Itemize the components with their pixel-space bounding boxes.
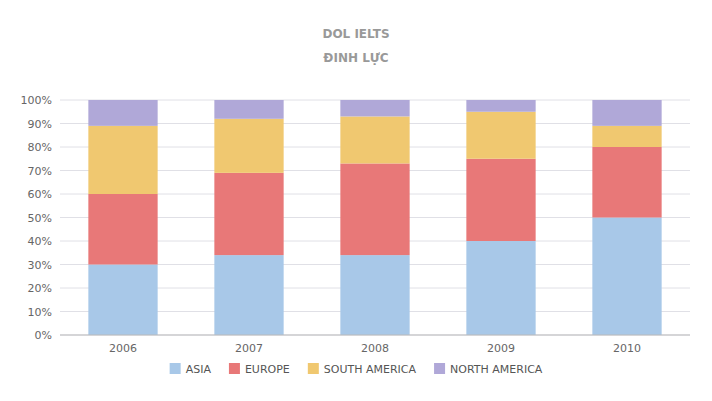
bar-segment	[88, 194, 157, 265]
bar-segment	[592, 218, 661, 336]
bar-segment	[340, 255, 409, 335]
bar-segment	[466, 159, 535, 241]
legend-label: SOUTH AMERICA	[324, 363, 417, 376]
legend-label: NORTH AMERICA	[450, 363, 543, 376]
bar-segment	[466, 100, 535, 112]
bar-segment	[214, 173, 283, 255]
x-tick-label: 2008	[361, 342, 389, 355]
grid-line	[60, 335, 690, 336]
y-tick-label: 0%	[35, 329, 52, 342]
bar-segment	[88, 100, 157, 126]
bar-segment	[340, 116, 409, 163]
bar-segment	[340, 163, 409, 255]
y-tick-label: 90%	[28, 118, 52, 131]
bar-segment	[88, 265, 157, 336]
y-tick-label: 70%	[28, 165, 52, 178]
legend-label: ASIA	[186, 363, 212, 376]
bars	[88, 100, 661, 335]
x-tick-label: 2007	[235, 342, 263, 355]
y-tick-label: 20%	[28, 282, 52, 295]
legend-swatch	[170, 363, 181, 374]
legend-swatch	[229, 363, 240, 374]
bar-segment	[214, 119, 283, 173]
bar-segment	[214, 255, 283, 335]
x-axis-line	[60, 335, 690, 336]
y-tick-label: 10%	[28, 306, 52, 319]
y-tick-label: 50%	[28, 212, 52, 225]
chart: DOL IELTS ĐINH LỰC 0% 10% 20% 30% 40% 50% 60% 70%…	[0, 0, 712, 401]
bar-segment	[592, 147, 661, 218]
x-tick-label: 2006	[109, 342, 137, 355]
bar-segment	[592, 100, 661, 126]
x-tick-label: 2009	[487, 342, 515, 355]
bar-segment	[466, 112, 535, 159]
bar-segment	[214, 100, 283, 119]
y-tick-label: 60%	[28, 188, 52, 201]
bar-segment	[466, 241, 535, 335]
annotation: DOL IELTS	[322, 27, 389, 41]
bar-segment	[88, 126, 157, 194]
y-tick-label: 100%	[21, 94, 52, 107]
bar-segment	[592, 126, 661, 147]
y-tick-label: 40%	[28, 235, 52, 248]
legend-swatch	[308, 363, 319, 374]
legend-label: EUROPE	[245, 363, 290, 376]
y-tick-label: 30%	[28, 259, 52, 272]
bar-segment	[340, 100, 409, 116]
x-tick-label: 2010	[613, 342, 641, 355]
y-tick-label: 80%	[28, 141, 52, 154]
legend-swatch	[434, 363, 445, 374]
legend: ASIA EUROPE SOUTH AMERICA NORTH AMERICA	[170, 363, 543, 376]
annotation: ĐINH LỰC	[323, 51, 388, 65]
